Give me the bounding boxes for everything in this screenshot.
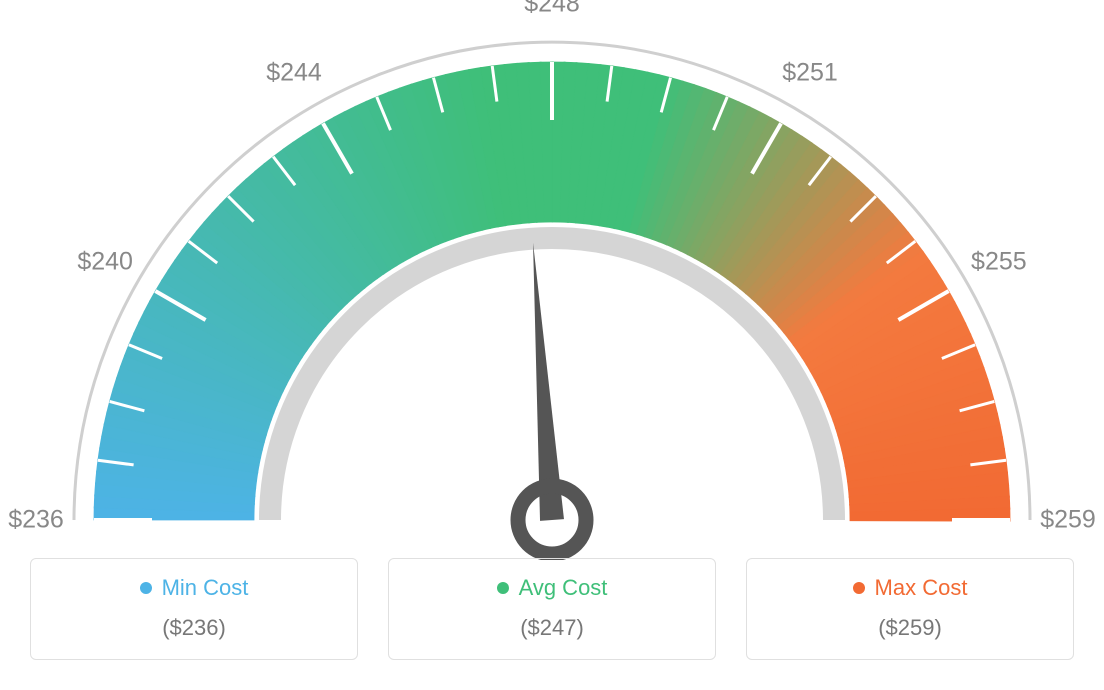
dot-icon [497,582,509,594]
legend-title-text: Max Cost [875,575,968,601]
gauge-chart: $236 $240 $244 $248 $251 $255 $259 [0,0,1104,560]
tick-label: $259 [1040,506,1096,535]
legend-title-max: Max Cost [853,575,968,601]
legend-title-text: Avg Cost [519,575,608,601]
legend-card-avg: Avg Cost ($247) [388,558,716,660]
dot-icon [140,582,152,594]
legend-row: Min Cost ($236) Avg Cost ($247) Max Cost… [30,558,1074,660]
tick-label: $236 [8,506,64,535]
legend-title-avg: Avg Cost [497,575,608,601]
legend-value-min: ($236) [162,615,226,641]
tick-label: $240 [77,248,133,277]
tick-label: $244 [266,59,322,88]
legend-title-text: Min Cost [162,575,249,601]
legend-card-min: Min Cost ($236) [30,558,358,660]
legend-value-max: ($259) [878,615,942,641]
dot-icon [853,582,865,594]
tick-label: $255 [971,248,1027,277]
legend-card-max: Max Cost ($259) [746,558,1074,660]
gauge-svg [0,0,1104,560]
legend-title-min: Min Cost [140,575,249,601]
tick-label: $248 [524,0,580,19]
tick-label: $251 [782,59,838,88]
legend-value-avg: ($247) [520,615,584,641]
